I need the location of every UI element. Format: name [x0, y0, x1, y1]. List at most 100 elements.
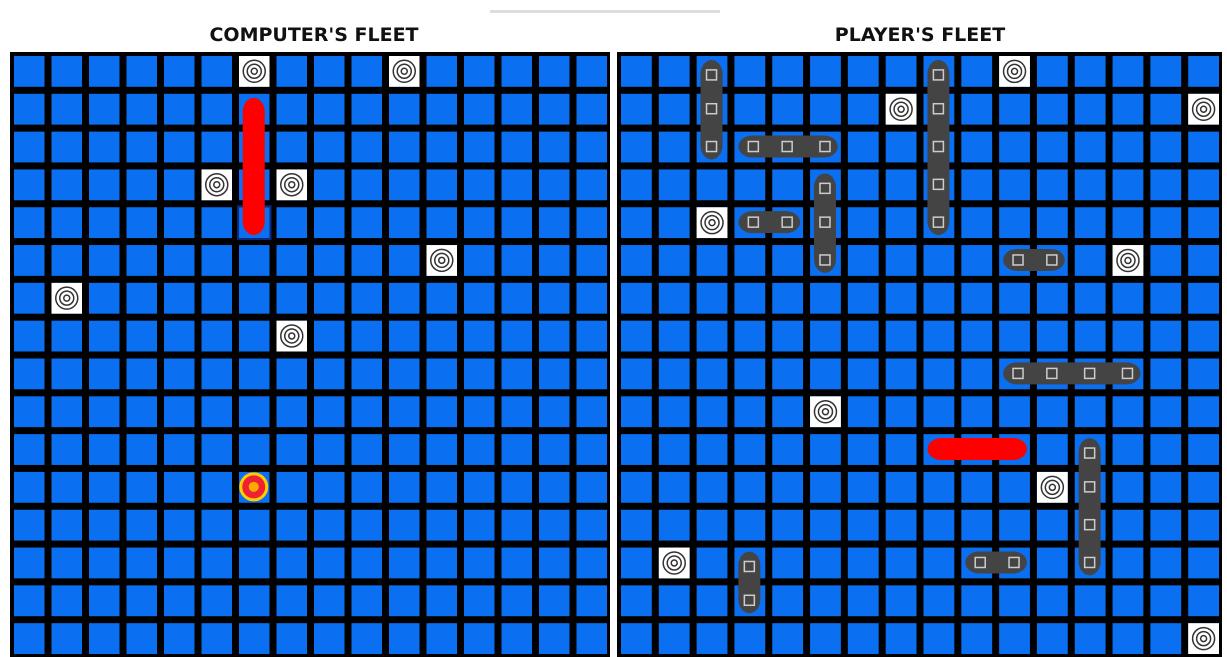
grid-cell[interactable] [202, 321, 233, 352]
grid-cell[interactable] [164, 56, 195, 87]
grid-cell[interactable] [277, 207, 308, 238]
grid-cell[interactable] [202, 434, 233, 465]
grid-cell[interactable] [539, 94, 570, 125]
grid-cell[interactable] [427, 321, 458, 352]
grid-cell[interactable] [127, 396, 158, 427]
grid-cell[interactable] [502, 207, 533, 238]
grid-cell[interactable] [314, 623, 345, 654]
grid-cell[interactable] [314, 472, 345, 503]
grid-cell[interactable] [539, 169, 570, 200]
grid-cell[interactable] [577, 548, 608, 579]
grid-cell[interactable] [352, 359, 383, 390]
grid-cell[interactable] [389, 396, 420, 427]
grid-cell[interactable] [14, 132, 45, 163]
grid-cell[interactable] [202, 207, 233, 238]
grid-cell[interactable] [277, 359, 308, 390]
grid-cell[interactable] [239, 396, 270, 427]
grid-cell[interactable] [577, 132, 608, 163]
grid-cell[interactable] [89, 56, 120, 87]
grid-cell[interactable] [14, 207, 45, 238]
grid-cell[interactable] [277, 472, 308, 503]
grid-cell[interactable] [127, 623, 158, 654]
grid-cell[interactable] [389, 623, 420, 654]
grid-cell[interactable] [427, 56, 458, 87]
grid-cell[interactable] [352, 283, 383, 314]
grid-cell[interactable] [14, 510, 45, 541]
grid-cell[interactable] [352, 434, 383, 465]
grid-cell[interactable] [577, 396, 608, 427]
grid-cell[interactable] [352, 510, 383, 541]
grid-cell[interactable] [14, 548, 45, 579]
grid-cell[interactable] [14, 56, 45, 87]
grid-cell[interactable] [352, 169, 383, 200]
grid-cell[interactable] [89, 510, 120, 541]
grid-cell[interactable] [539, 472, 570, 503]
grid-cell[interactable] [89, 283, 120, 314]
grid-cell[interactable] [314, 585, 345, 616]
grid-cell[interactable] [502, 396, 533, 427]
grid-cell[interactable] [464, 623, 495, 654]
grid-cell[interactable] [127, 472, 158, 503]
grid-cell[interactable] [464, 359, 495, 390]
grid-cell[interactable] [577, 321, 608, 352]
grid-cell[interactable] [539, 245, 570, 276]
grid-cell[interactable] [239, 283, 270, 314]
grid-cell[interactable] [352, 472, 383, 503]
grid-cell[interactable] [89, 94, 120, 125]
grid-cell[interactable] [389, 283, 420, 314]
grid-cell[interactable] [389, 434, 420, 465]
grid-cell[interactable] [14, 585, 45, 616]
grid-cell[interactable] [52, 359, 83, 390]
grid-cell[interactable] [14, 434, 45, 465]
grid-cell[interactable] [202, 396, 233, 427]
grid-cell[interactable] [127, 321, 158, 352]
grid-cell[interactable] [464, 56, 495, 87]
grid-cell[interactable] [389, 245, 420, 276]
grid-cell[interactable] [202, 94, 233, 125]
grid-cell[interactable] [502, 548, 533, 579]
grid-cell[interactable] [314, 94, 345, 125]
grid-cell[interactable] [14, 396, 45, 427]
grid-cell[interactable] [427, 207, 458, 238]
grid-cell[interactable] [239, 359, 270, 390]
grid-cell[interactable] [277, 623, 308, 654]
grid-cell[interactable] [539, 510, 570, 541]
grid-cell[interactable] [14, 94, 45, 125]
grid-cell[interactable] [502, 283, 533, 314]
grid-cell[interactable] [164, 207, 195, 238]
grid-cell[interactable] [389, 510, 420, 541]
grid-cell[interactable] [464, 434, 495, 465]
grid-cell[interactable] [89, 396, 120, 427]
grid-cell[interactable] [127, 132, 158, 163]
grid-cell[interactable] [427, 396, 458, 427]
grid-cell[interactable] [164, 321, 195, 352]
grid-cell[interactable] [539, 396, 570, 427]
grid-cell[interactable] [277, 283, 308, 314]
grid-cell[interactable] [52, 396, 83, 427]
grid-cell[interactable] [352, 207, 383, 238]
grid-cell[interactable] [202, 245, 233, 276]
grid-cell[interactable] [464, 283, 495, 314]
grid-cell[interactable] [89, 321, 120, 352]
grid-cell[interactable] [427, 94, 458, 125]
grid-cell[interactable] [502, 132, 533, 163]
grid-cell[interactable] [539, 585, 570, 616]
grid-cell[interactable] [164, 585, 195, 616]
grid-cell[interactable] [164, 623, 195, 654]
grid-cell[interactable] [464, 548, 495, 579]
grid-cell[interactable] [314, 132, 345, 163]
grid-cell[interactable] [577, 94, 608, 125]
grid-cell[interactable] [202, 56, 233, 87]
grid-cell[interactable] [239, 585, 270, 616]
grid-cell[interactable] [14, 623, 45, 654]
grid-cell[interactable] [539, 623, 570, 654]
grid-cell[interactable] [427, 434, 458, 465]
grid-cell[interactable] [314, 434, 345, 465]
grid-cell[interactable] [427, 132, 458, 163]
grid-cell[interactable] [127, 283, 158, 314]
grid-cell[interactable] [464, 321, 495, 352]
grid-cell[interactable] [89, 207, 120, 238]
grid-cell[interactable] [127, 245, 158, 276]
grid-cell[interactable] [464, 207, 495, 238]
grid-cell[interactable] [202, 510, 233, 541]
